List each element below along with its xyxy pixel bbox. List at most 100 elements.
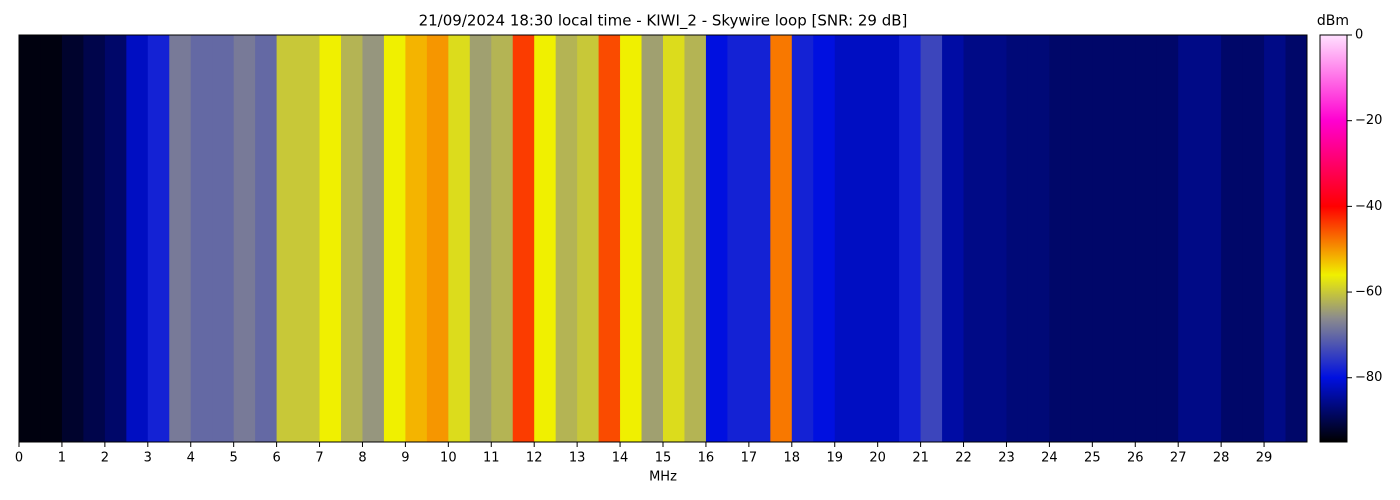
spectrum-cell	[620, 35, 643, 442]
spectrum-cell	[1092, 35, 1115, 442]
x-tick-label: 2	[101, 451, 109, 466]
spectrum-cell	[362, 35, 385, 442]
spectrum-cell	[1178, 35, 1201, 442]
spectrum-cell	[985, 35, 1007, 442]
spectrum-cell	[298, 35, 321, 442]
spectrum-cell	[1027, 35, 1050, 442]
x-tick-label: 5	[230, 451, 238, 466]
spectrum-cell	[748, 35, 771, 442]
x-tick-label: 25	[1084, 451, 1101, 466]
spectrum-cell	[169, 35, 192, 442]
spectrum-cell	[512, 35, 535, 442]
x-tick-label: 8	[358, 451, 366, 466]
spectrum-cell	[641, 35, 664, 442]
x-tick-label: 0	[15, 451, 23, 466]
spectrum-cell	[190, 35, 213, 442]
spectrum-cell	[276, 35, 299, 442]
x-tick-label: 11	[483, 451, 500, 466]
spectrum-cell	[405, 35, 428, 442]
spectrum-cell	[1264, 35, 1287, 442]
spectrum-cell	[233, 35, 256, 442]
spectrum-cell	[920, 35, 943, 442]
spectrum-cell	[383, 35, 406, 442]
spectrum-cell	[834, 35, 857, 442]
x-tick-label: 15	[655, 451, 672, 466]
spectrum-cell	[1242, 35, 1265, 442]
spectrum-cell	[942, 35, 965, 442]
spectrum-cell	[341, 35, 363, 442]
spectrum-cell	[534, 35, 557, 442]
spectrum-cell	[1221, 35, 1244, 442]
spectrum-cell	[61, 35, 84, 442]
colorbar-tick-label: 0	[1355, 28, 1363, 43]
colorbar-tick-label: −80	[1355, 370, 1382, 385]
x-tick-label: 12	[526, 451, 543, 466]
spectrum-cell	[727, 35, 750, 442]
spectrum-cell	[104, 35, 127, 442]
spectrum-cell	[899, 35, 922, 442]
spectrum-cell	[19, 35, 41, 442]
x-tick-label: 20	[869, 451, 886, 466]
x-tick-label: 24	[1041, 451, 1058, 466]
spectrum-cell	[877, 35, 900, 442]
colorbar-tick-label: −60	[1355, 285, 1382, 300]
x-tick-label: 17	[741, 451, 758, 466]
x-tick-label: 26	[1127, 451, 1144, 466]
x-tick-label: 19	[826, 451, 843, 466]
x-tick-label: 4	[187, 451, 195, 466]
spectrum-cell	[1135, 35, 1158, 442]
x-tick-label: 22	[955, 451, 972, 466]
spectrum-cell	[684, 35, 707, 442]
spectrum-cell	[598, 35, 621, 442]
spectrum-cell	[663, 35, 685, 442]
colorbar	[1319, 34, 1348, 443]
chart-title: 21/09/2024 18:30 local time - KIWI_2 - S…	[419, 12, 908, 31]
x-tick-label: 6	[272, 451, 280, 466]
spectrum-cell	[770, 35, 793, 442]
spectrum-cell	[813, 35, 836, 442]
x-tick-label: 18	[784, 451, 801, 466]
x-tick-label: 27	[1170, 451, 1187, 466]
spectrum-cell	[1049, 35, 1072, 442]
spectrum-cell	[469, 35, 492, 442]
spectrum-cell	[126, 35, 149, 442]
spectrum-cell	[448, 35, 471, 442]
x-tick-label: 1	[58, 451, 66, 466]
spectrum-cell	[791, 35, 814, 442]
x-tick-label: 21	[912, 451, 929, 466]
spectrum-cell	[1285, 35, 1308, 442]
x-tick-label: 10	[440, 451, 457, 466]
spectrum-cell	[255, 35, 278, 442]
spectrum-cell	[147, 35, 170, 442]
spectrum-cell	[1070, 35, 1093, 442]
spectrum-cell	[83, 35, 106, 442]
x-tick-label: 14	[612, 451, 629, 466]
x-tick-label: 7	[315, 451, 323, 466]
x-tick-label: 9	[401, 451, 409, 466]
spectrum-cell	[856, 35, 879, 442]
spectrum-cell	[1006, 35, 1029, 442]
spectrum-cell	[491, 35, 514, 442]
spectrum-cell	[1199, 35, 1222, 442]
spectrum-cell	[212, 35, 235, 442]
spectrum-cell	[555, 35, 578, 442]
colorbar-tick-label: −20	[1355, 113, 1382, 128]
spectrum-cell	[319, 35, 342, 442]
x-tick-label: 23	[998, 451, 1015, 466]
spectrum-cell	[705, 35, 728, 442]
spectrum-cell	[1156, 35, 1179, 442]
x-tick-label: 16	[698, 451, 715, 466]
x-tick-label: 13	[569, 451, 586, 466]
spectrum-cell	[40, 35, 63, 442]
x-tick-label: 28	[1213, 451, 1230, 466]
spectrum-cell	[963, 35, 986, 442]
spectrum-cell	[1113, 35, 1136, 442]
colorbar-tick-label: −40	[1355, 199, 1382, 214]
colorbar-label: dBm	[1317, 13, 1349, 29]
x-axis-label: MHz	[649, 470, 677, 485]
x-tick-label: 29	[1256, 451, 1273, 466]
x-tick-label: 3	[144, 451, 152, 466]
spectrum-cell	[426, 35, 449, 442]
spectrum-cell	[577, 35, 600, 442]
